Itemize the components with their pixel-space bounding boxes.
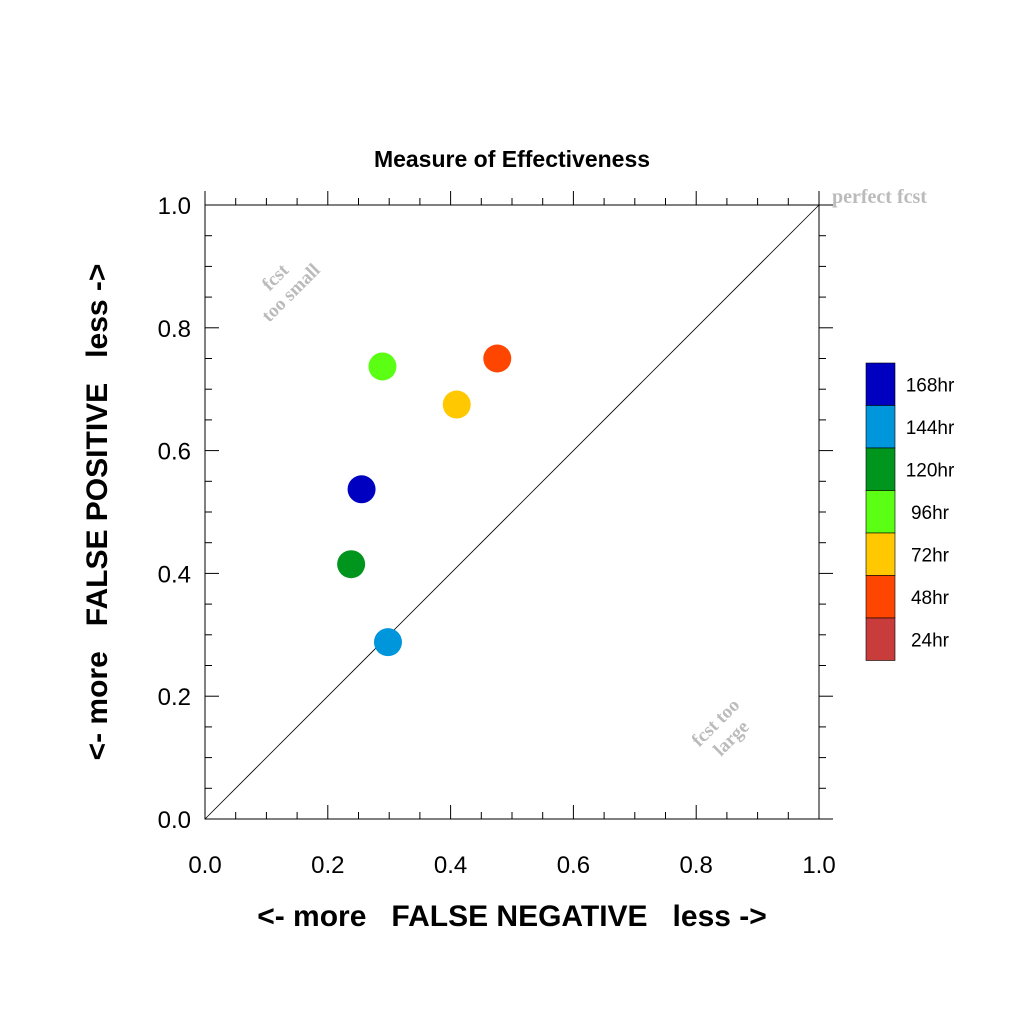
x-tick-label: 0.4 [434, 852, 467, 879]
legend: 168hr 144hr 120hr 96hr 72hr 48hr 24hr [865, 362, 955, 661]
legend-label: 72hr [911, 545, 950, 566]
legend-swatch-144hr [865, 405, 896, 449]
y-tick-label: 0.2 [158, 684, 191, 711]
legend-label: 24hr [911, 630, 950, 651]
perfect-forecast-diagonal [204, 204, 820, 820]
x-tick-label: 0.0 [188, 852, 221, 879]
legend-swatch-72hr [865, 532, 896, 576]
data-point-120hr [337, 550, 366, 579]
x-tick-label: 0.6 [557, 852, 590, 879]
perfect-forecast-annotation: perfect fcst [832, 186, 927, 208]
axis-tick-labels: 0.0 0.2 0.4 0.6 0.8 1.0 0.0 0.2 0.4 0.6 0.8 1.0 [158, 193, 836, 879]
data-points [337, 344, 512, 657]
y-tick-label: 0.0 [158, 807, 191, 834]
legend-swatch-48hr [865, 575, 896, 619]
x-tick-label: 0.8 [680, 852, 713, 879]
y-axis-label: <- more FALSE POSITIVE less -> [81, 264, 114, 761]
too-small-annotation: fcst too small [258, 260, 325, 327]
y-tick-label: 0.6 [158, 439, 191, 466]
legend-label: 168hr [906, 375, 955, 396]
data-point-144hr [373, 628, 402, 657]
y-tick-label: 0.8 [158, 316, 191, 343]
data-point-96hr [368, 352, 397, 381]
data-point-48hr [483, 344, 512, 373]
legend-label: 96hr [911, 503, 950, 524]
data-point-72hr [442, 390, 471, 419]
y-tick-label: 0.4 [158, 561, 191, 588]
legend-swatch-24hr [865, 617, 896, 661]
legend-label: 120hr [906, 460, 955, 481]
chart-title: Measure of Effectiveness [374, 146, 650, 172]
legend-swatch-168hr [865, 362, 896, 406]
axis-ticks [204, 191, 833, 820]
y-tick-label: 1.0 [158, 193, 191, 220]
plot-area: 0.0 0.2 0.4 0.6 0.8 1.0 0.0 0.2 0.4 0.6 0.8 1.0 [158, 191, 836, 879]
too-large-annotation: fcst too large [688, 695, 754, 761]
x-tick-label: 0.2 [311, 852, 344, 879]
legend-label: 48hr [911, 588, 950, 609]
legend-swatch-120hr [865, 447, 896, 491]
x-axis-label: <- more FALSE NEGATIVE less -> [257, 900, 767, 933]
legend-label: 144hr [906, 418, 955, 439]
legend-swatch-96hr [865, 490, 896, 534]
data-point-168hr [347, 475, 376, 504]
x-tick-label: 1.0 [802, 852, 835, 879]
